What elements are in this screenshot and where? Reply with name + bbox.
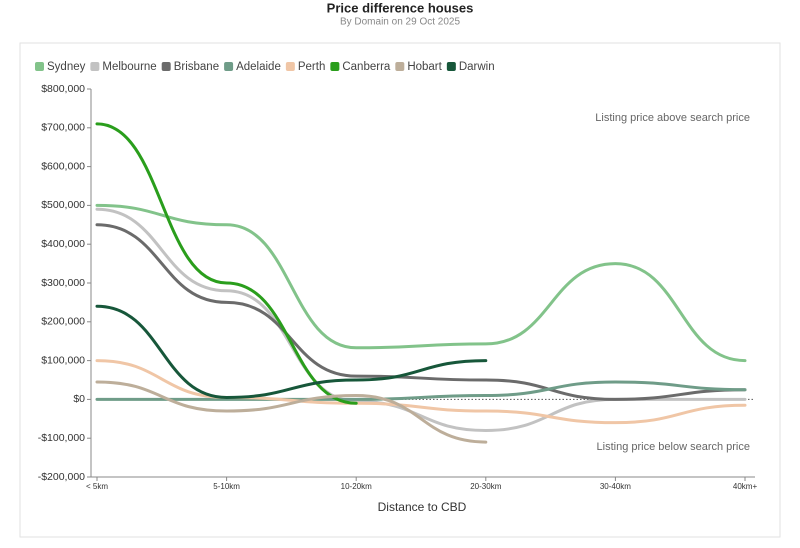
legend-swatch [90,62,100,71]
chart-card [19,42,781,538]
series-line [95,122,358,405]
series-line [95,359,747,425]
x-tick-label: 5-10km [213,482,240,491]
series-line [95,304,488,399]
series-line [95,380,747,401]
legend-label: Canberra [342,61,391,73]
y-tick-label: $100,000 [41,354,85,366]
y-tick-label: $700,000 [41,122,85,134]
legend-swatch [161,62,171,71]
legend-swatch [224,62,234,71]
x-tick-label: 10-20km [341,482,372,491]
x-axis-label: Distance to CBD [378,500,467,514]
y-tick-label: $300,000 [41,277,85,289]
series-line [95,380,488,444]
legend-swatch [35,62,44,71]
legend-label: Brisbane [174,61,219,73]
legend-swatch [395,62,405,71]
y-tick-label: -$200,000 [38,471,85,483]
legend-label: Perth [298,61,326,73]
legend-swatch [285,62,295,71]
legend-swatch [330,62,340,71]
legend-label: Sydney [47,61,86,73]
legend-label: Melbourne [102,61,156,73]
x-tick-label: 40km+ [733,482,758,491]
y-tick-label: $200,000 [41,316,85,328]
y-tick-label: $400,000 [41,238,85,250]
series-line [95,203,747,363]
legend-label: Darwin [459,61,495,73]
annotation: Listing price above search price [595,112,750,124]
y-tick-label: $600,000 [41,160,85,172]
x-tick-label: 20-30km [470,482,501,491]
legend-label: Hobart [407,61,442,73]
x-tick-label: < 5km [86,482,108,491]
y-tick-label: $0 [73,393,85,405]
chart-title: Price difference houses [327,0,474,15]
annotation: Listing price below search price [597,441,750,453]
chart-subtitle: By Domain on 29 Oct 2025 [340,17,461,28]
y-tick-label: $500,000 [41,199,85,211]
legend-label: Adelaide [236,61,281,73]
legend-swatch [446,62,456,71]
x-tick-label: 30-40km [600,482,631,491]
y-tick-label: $800,000 [41,83,85,95]
y-tick-label: -$100,000 [38,432,85,444]
